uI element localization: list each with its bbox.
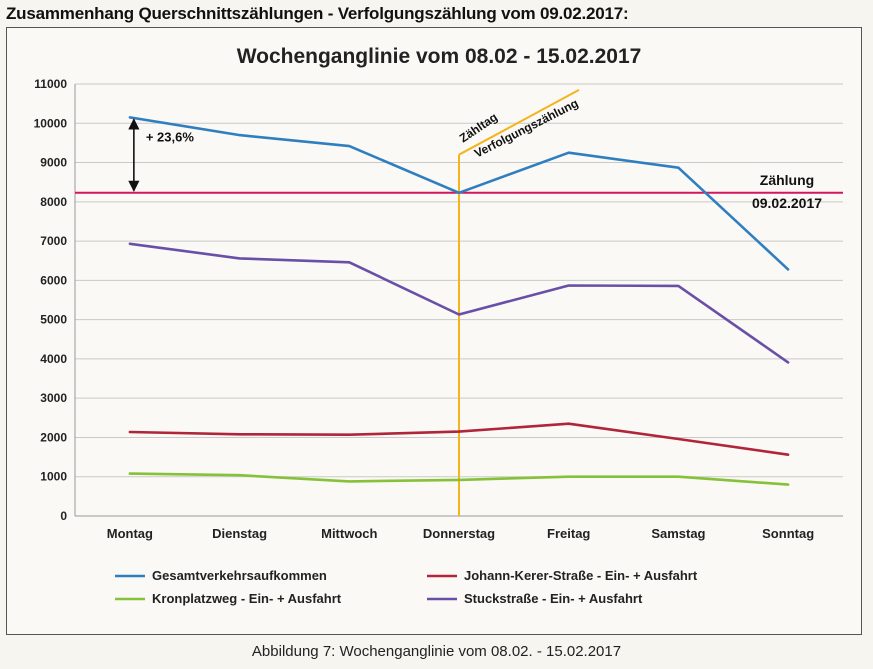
legend-label: Gesamtverkehrsaufkommen (152, 568, 327, 583)
legend-label: Kronplatzweg - Ein- + Ausfahrt (152, 591, 342, 606)
y-tick-label: 11000 (34, 77, 67, 91)
series-line-1 (128, 116, 790, 271)
y-tick-label: 2000 (40, 430, 67, 444)
line-chart: Wochenganglinie vom 08.02 - 15.02.2017 0… (34, 45, 843, 606)
y-tick-label: 4000 (40, 352, 67, 366)
x-tick-label: Freitag (547, 526, 590, 541)
y-tick-label: 6000 (40, 273, 67, 287)
x-tick-label: Montag (107, 526, 153, 541)
y-tick-label: 0 (60, 509, 67, 523)
x-tick-label: Dienstag (212, 526, 267, 541)
series-line-2 (128, 422, 790, 457)
y-tick-label: 3000 (40, 391, 67, 405)
x-tick-label: Mittwoch (321, 526, 377, 541)
y-tick-label: 1000 (40, 470, 67, 484)
chart-title: Wochenganglinie vom 08.02 - 15.02.2017 (237, 45, 642, 68)
y-tick-label: 9000 (40, 156, 67, 170)
x-tick-label: Donnerstag (423, 526, 495, 541)
difference-label: + 23,6% (146, 129, 195, 144)
reference-label: Zählung (760, 172, 814, 188)
series-line-4 (128, 242, 790, 364)
series-line-3 (128, 472, 790, 486)
count-day-slant (458, 89, 580, 156)
x-tick-label: Sonntag (762, 526, 814, 541)
y-tick-label: 5000 (40, 313, 67, 327)
y-tick-label: 7000 (40, 234, 67, 248)
reference-date-label: 09.02.2017 (752, 195, 822, 211)
y-tick-label: 10000 (34, 116, 68, 130)
chart-frame: Wochenganglinie vom 08.02 - 15.02.2017 0… (6, 27, 862, 635)
x-tick-label: Samstag (651, 526, 705, 541)
legend-label: Stuckstraße - Ein- + Ausfahrt (464, 591, 643, 606)
figure-caption: Abbildung 7: Wochenganglinie vom 08.02. … (251, 643, 622, 660)
document-heading: Zusammenhang Querschnittszählungen - Ver… (6, 4, 629, 23)
legend-label: Johann-Kerer-Straße - Ein- + Ausfahrt (464, 568, 698, 583)
y-tick-label: 8000 (40, 195, 67, 209)
